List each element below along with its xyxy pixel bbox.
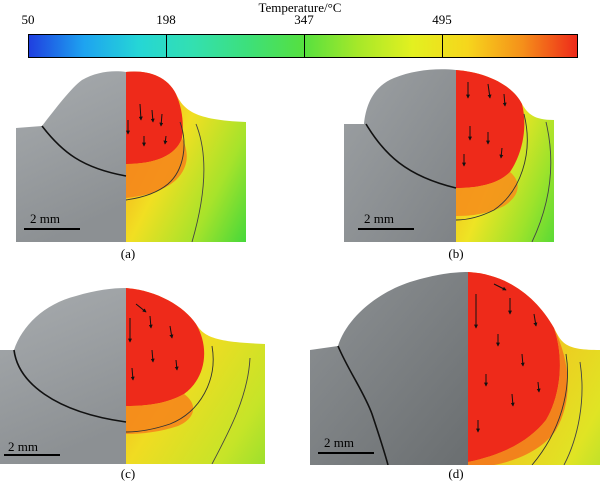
colorbar-divider (442, 35, 443, 57)
colorbar-tick-50: 50 (21, 12, 35, 27)
colorbar-tick-198: 198 (156, 12, 176, 27)
colorbar-divider (166, 35, 167, 57)
panel-label-c: (c) (120, 466, 136, 481)
scale-bar-label: 2 mm (8, 439, 38, 454)
scale-bar-label: 2 mm (324, 435, 354, 450)
panel-label-d: (d) (448, 466, 464, 481)
scale-bar-label: 2 mm (30, 211, 60, 226)
panel-c: 2 mm (0, 286, 265, 464)
colorbar-tick-347: 347 (294, 12, 314, 27)
colorbar-divider (304, 35, 305, 57)
scale-bar (24, 228, 80, 230)
scale-bar (318, 452, 374, 454)
weld-cross-section-d (310, 270, 600, 465)
weld-cross-section-a (16, 64, 246, 242)
scale-bar (4, 454, 60, 456)
panel-label-b: (b) (448, 246, 464, 261)
colorbar-tick-495: 495 (432, 12, 452, 27)
weld-cross-section-c (0, 286, 265, 464)
temperature-colorbar (28, 34, 578, 58)
panel-a: 2 mm (16, 64, 246, 242)
scale-bar-label: 2 mm (364, 211, 394, 226)
scale-bar (358, 228, 414, 230)
colorbar-title: Temperature/°C (258, 0, 342, 15)
panel-b: 2 mm (344, 64, 574, 242)
weld-cross-section-b (344, 64, 574, 242)
panel-label-a: (a) (120, 246, 136, 261)
panel-d: 2 mm (310, 270, 600, 465)
